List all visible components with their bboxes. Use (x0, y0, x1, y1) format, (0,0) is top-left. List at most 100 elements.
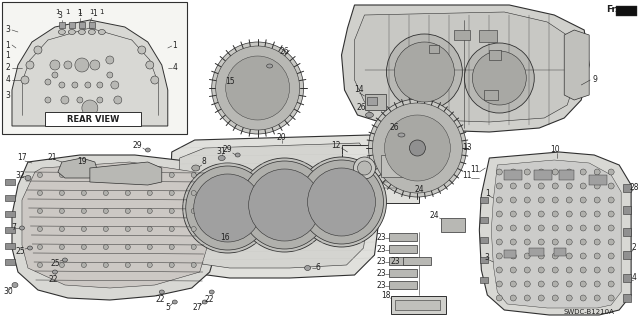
FancyBboxPatch shape (89, 22, 95, 28)
Ellipse shape (580, 239, 586, 245)
Ellipse shape (510, 225, 516, 231)
Ellipse shape (566, 295, 572, 301)
Ellipse shape (552, 211, 558, 217)
Text: 24: 24 (429, 211, 439, 219)
FancyBboxPatch shape (5, 211, 15, 217)
Text: 20: 20 (277, 132, 287, 142)
Ellipse shape (594, 281, 600, 287)
FancyBboxPatch shape (534, 170, 552, 180)
Polygon shape (564, 30, 589, 100)
Ellipse shape (398, 133, 405, 137)
Ellipse shape (538, 267, 544, 273)
Ellipse shape (191, 190, 196, 196)
Text: 10: 10 (550, 145, 560, 154)
Text: 5: 5 (165, 303, 170, 313)
Text: 23: 23 (377, 281, 387, 291)
Ellipse shape (538, 211, 544, 217)
Ellipse shape (202, 300, 207, 304)
Ellipse shape (524, 281, 531, 287)
FancyBboxPatch shape (2, 2, 187, 134)
Text: 13: 13 (463, 144, 472, 152)
Ellipse shape (169, 263, 174, 268)
Ellipse shape (497, 169, 502, 175)
Ellipse shape (78, 29, 85, 34)
Ellipse shape (38, 244, 42, 249)
Ellipse shape (594, 169, 600, 175)
Ellipse shape (114, 96, 122, 104)
Ellipse shape (510, 267, 516, 273)
Ellipse shape (394, 42, 454, 102)
Ellipse shape (538, 239, 544, 245)
Text: 1: 1 (56, 9, 60, 15)
Ellipse shape (538, 183, 544, 189)
Ellipse shape (192, 165, 200, 171)
Ellipse shape (147, 173, 152, 177)
Ellipse shape (552, 197, 558, 203)
Ellipse shape (608, 211, 614, 217)
Ellipse shape (64, 61, 72, 69)
Text: 26: 26 (280, 48, 289, 56)
Text: 1: 1 (77, 10, 83, 19)
Ellipse shape (385, 115, 451, 181)
Ellipse shape (552, 295, 558, 301)
Text: 26: 26 (390, 123, 399, 132)
Ellipse shape (97, 97, 103, 103)
FancyBboxPatch shape (481, 257, 488, 263)
FancyBboxPatch shape (5, 243, 15, 249)
Ellipse shape (510, 253, 516, 259)
Ellipse shape (497, 197, 502, 203)
FancyBboxPatch shape (5, 227, 15, 233)
Ellipse shape (145, 148, 150, 152)
Ellipse shape (566, 169, 572, 175)
Polygon shape (22, 162, 210, 288)
FancyBboxPatch shape (365, 94, 387, 110)
Ellipse shape (580, 197, 586, 203)
Text: 11: 11 (463, 172, 472, 181)
Ellipse shape (608, 281, 614, 287)
Ellipse shape (237, 158, 332, 252)
Ellipse shape (594, 239, 600, 245)
Ellipse shape (45, 97, 51, 103)
Ellipse shape (191, 173, 196, 177)
Text: 24: 24 (415, 186, 424, 195)
FancyBboxPatch shape (481, 277, 488, 283)
Ellipse shape (226, 56, 290, 120)
Ellipse shape (218, 155, 225, 160)
Ellipse shape (465, 43, 534, 113)
Ellipse shape (365, 113, 374, 117)
Text: 22: 22 (48, 276, 58, 285)
FancyBboxPatch shape (392, 296, 446, 314)
Text: 1: 1 (90, 9, 94, 15)
FancyBboxPatch shape (623, 206, 631, 214)
Ellipse shape (38, 190, 42, 196)
Text: 3: 3 (485, 254, 490, 263)
Ellipse shape (580, 267, 586, 273)
Text: 1: 1 (172, 41, 177, 49)
FancyBboxPatch shape (623, 294, 631, 302)
Text: 22: 22 (155, 295, 164, 305)
Ellipse shape (191, 209, 196, 213)
Ellipse shape (58, 29, 65, 34)
Text: 23: 23 (377, 246, 387, 255)
FancyBboxPatch shape (529, 248, 544, 256)
Ellipse shape (75, 58, 89, 72)
FancyBboxPatch shape (481, 197, 488, 203)
Ellipse shape (241, 161, 328, 249)
FancyBboxPatch shape (554, 248, 566, 256)
Ellipse shape (60, 209, 65, 213)
Ellipse shape (580, 183, 586, 189)
Ellipse shape (497, 239, 502, 245)
Ellipse shape (125, 190, 131, 196)
Ellipse shape (594, 253, 600, 259)
Ellipse shape (410, 140, 426, 156)
Ellipse shape (81, 173, 86, 177)
Ellipse shape (608, 197, 614, 203)
Ellipse shape (538, 225, 544, 231)
Ellipse shape (387, 34, 462, 110)
Ellipse shape (552, 281, 558, 287)
Ellipse shape (249, 169, 321, 241)
FancyBboxPatch shape (504, 170, 522, 180)
Ellipse shape (68, 29, 76, 34)
FancyBboxPatch shape (623, 228, 631, 236)
FancyBboxPatch shape (454, 30, 470, 40)
